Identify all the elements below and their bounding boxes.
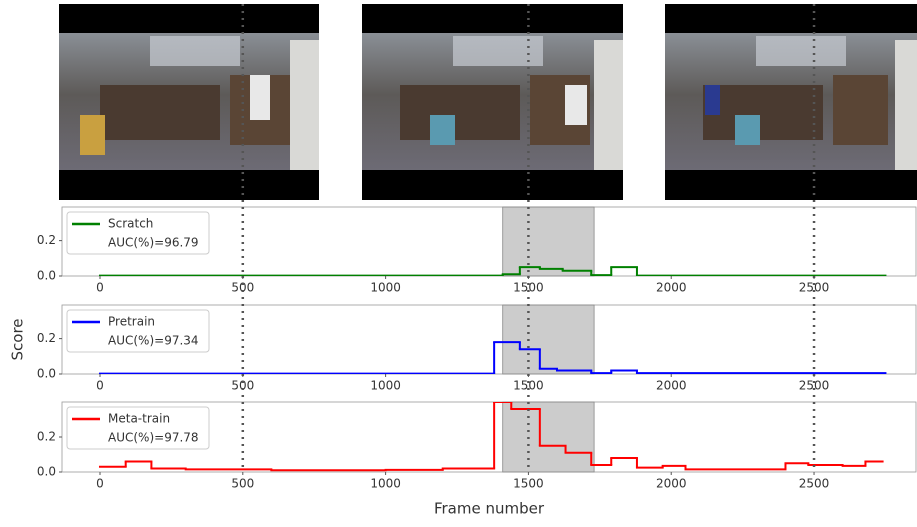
legend-note: AUC(%)=97.34 [108,334,199,348]
legend-label: Meta-train [108,412,170,426]
x-axis-label: Frame number [434,500,545,518]
x-tick-label: 2000 [656,281,687,295]
x-tick-label: 2500 [799,477,830,491]
x-tick-label: 1000 [370,379,401,393]
video-frame [665,4,917,200]
series [98,341,887,374]
legend: Scratch AUC(%)=96.79 [66,211,210,255]
panel: 0 500 1000 1500 2000 2500 0.0 0.2 Meta-train AUC(… [37,401,917,491]
legend-box [66,309,210,353]
x-tick-label: 0 [96,281,104,295]
legend: Pretrain AUC(%)=97.34 [66,309,210,353]
y-tick-label: 0.0 [37,367,56,381]
x-tick-label: 500 [231,281,254,295]
x-tick-label: 2000 [656,477,687,491]
x-tick-label: 1000 [370,281,401,295]
legend-label: Pretrain [108,315,155,329]
y-tick-label: 0.0 [37,269,56,283]
highlight-span [502,401,595,473]
y-tick-label: 0.2 [37,233,56,247]
x-tick-label: 500 [231,379,254,393]
legend-box [66,406,210,450]
x-tick-label: 2000 [656,379,687,393]
video-frames [59,4,917,200]
legend-note: AUC(%)=96.79 [108,236,199,250]
video-frame [59,4,319,200]
highlight-span [502,206,595,277]
y-axis-label: Score [9,318,27,360]
x-tick-label: 1500 [513,281,544,295]
x-tick-label: 1500 [513,477,544,491]
legend-box [66,211,210,255]
x-tick-label: 1500 [513,379,544,393]
highlight-span [502,304,595,375]
x-tick-label: 0 [96,379,104,393]
x-tick-label: 2500 [799,379,830,393]
legend-note: AUC(%)=97.78 [108,431,199,445]
legend: Meta-train AUC(%)=97.78 [66,406,210,450]
panel: 0 500 1000 1500 2000 2500 0.0 0.2 Scratch AUC(%)=… [37,206,917,295]
x-tick-label: 1000 [370,477,401,491]
x-tick-label: 500 [231,477,254,491]
legend-label: Scratch [108,217,153,231]
series [98,402,884,472]
x-tick-label: 0 [96,477,104,491]
y-tick-label: 0.0 [37,465,56,479]
panel: 0 500 1000 1500 2000 2500 0.0 0.2 Pretrain AUC(%)… [37,304,917,393]
y-tick-label: 0.2 [37,430,56,444]
video-frame [362,4,623,200]
x-tick-label: 2500 [799,281,830,295]
series [98,266,887,276]
y-tick-label: 0.2 [37,331,56,345]
